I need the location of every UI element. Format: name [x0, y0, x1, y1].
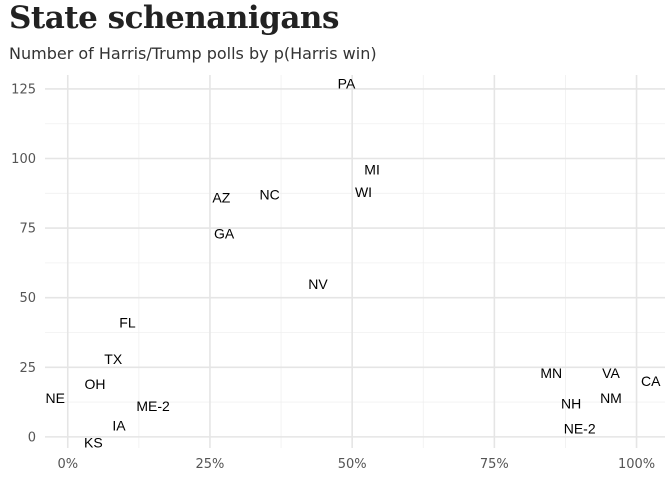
chart-subtitle: Number of Harris/Trump polls by p(Harris… [9, 44, 377, 63]
state-label-va: VA [602, 365, 620, 381]
state-label-nm: NM [600, 390, 622, 406]
y-tick-label: 125 [11, 82, 36, 97]
state-label-mn: MN [540, 365, 562, 381]
state-label-pa: PA [338, 75, 356, 91]
y-tick-label: 0 [28, 430, 36, 445]
state-label-ne-2: NE-2 [564, 421, 596, 437]
x-tick-label: 0% [57, 457, 78, 472]
state-label-nv: NV [308, 276, 328, 292]
state-label-tx: TX [104, 351, 123, 367]
state-label-nh: NH [561, 395, 581, 411]
gridlines [45, 75, 665, 448]
state-label-ga: GA [214, 226, 235, 242]
x-tick-label: 100% [618, 457, 655, 472]
x-tick-label: 75% [480, 457, 509, 472]
y-tick-label: 75 [19, 222, 36, 237]
state-label-mi: MI [364, 162, 380, 178]
state-label-nc: NC [260, 187, 280, 203]
state-label-ne: NE [46, 390, 65, 406]
x-tick-label: 25% [196, 457, 225, 472]
axis-ticks: 0% 25% 50% 75% 100% 0 25 50 75 100 125 [11, 82, 655, 472]
y-tick-label: 100 [11, 152, 36, 167]
state-label-wi: WI [355, 184, 372, 200]
state-label-oh: OH [85, 376, 106, 392]
state-label-ca: CA [641, 373, 661, 389]
y-tick-label: 25 [19, 361, 36, 376]
data-points: PA MI WI NC AZ GA NV FL TX OH NE ME-2 IA KS MN VA CA NM NH… [46, 75, 662, 450]
state-label-ia: IA [112, 418, 126, 434]
chart-title: State schenanigans [9, 0, 339, 36]
state-label-fl: FL [119, 315, 136, 331]
x-tick-label: 50% [338, 457, 367, 472]
state-label-az: AZ [212, 189, 230, 205]
state-label-me-2: ME-2 [136, 398, 170, 414]
state-label-ks: KS [84, 434, 103, 450]
y-tick-label: 50 [19, 291, 36, 306]
